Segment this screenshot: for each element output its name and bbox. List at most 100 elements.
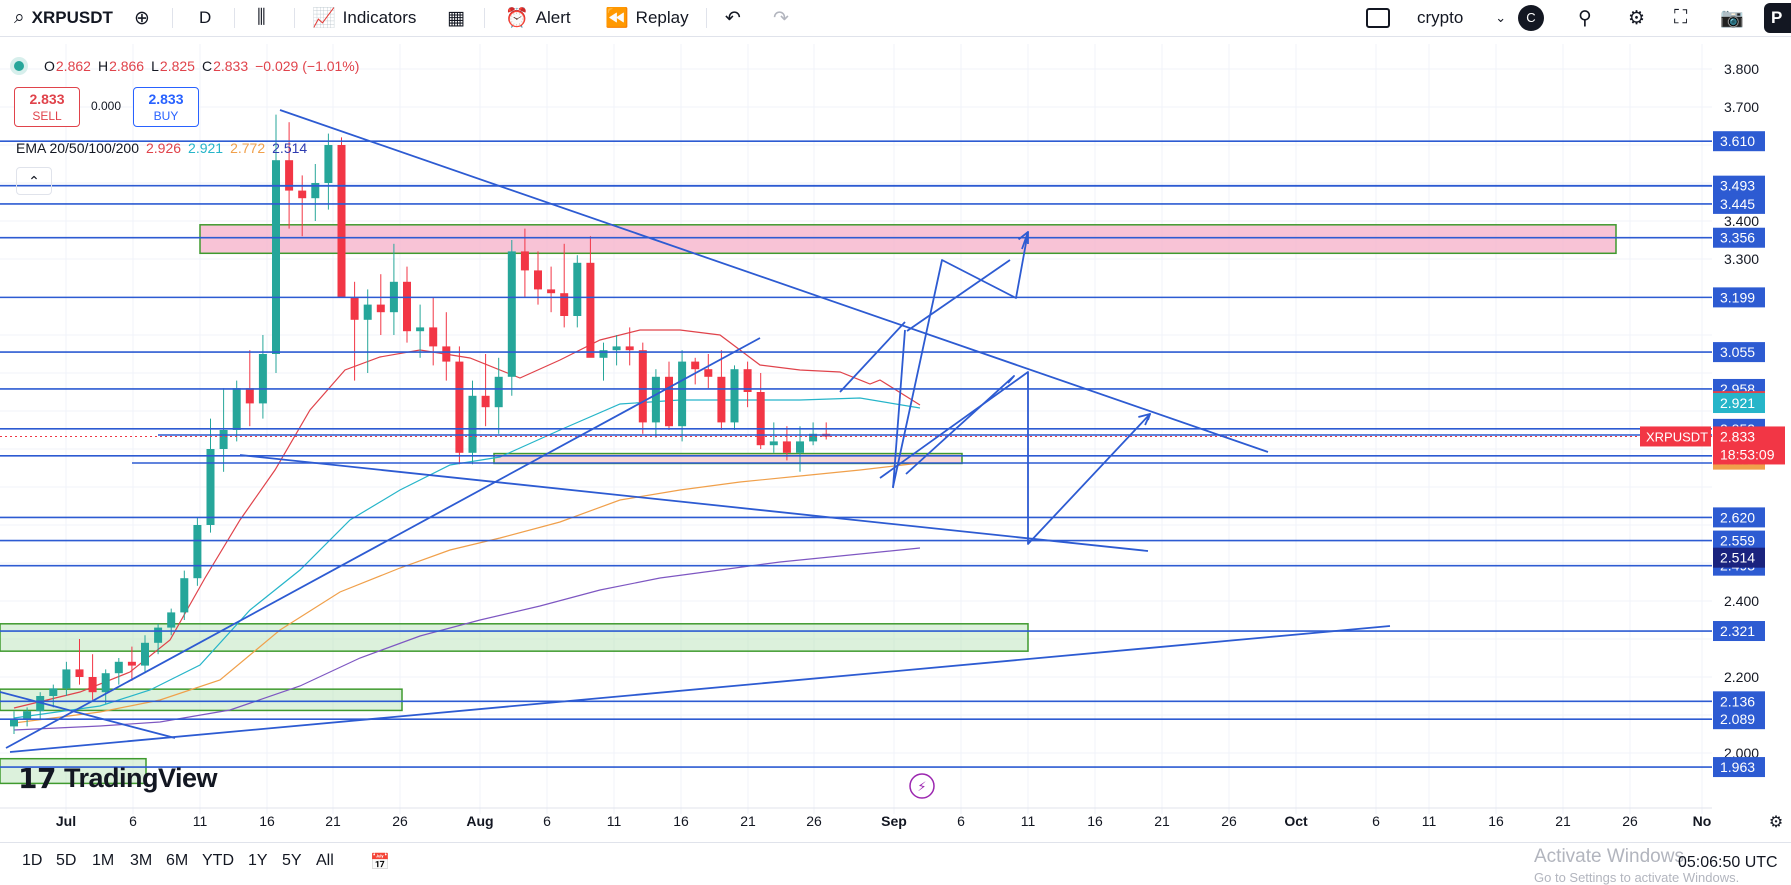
lightning-icon: ⚡ bbox=[917, 779, 926, 794]
range-button-all[interactable]: All bbox=[316, 852, 334, 869]
square-icon bbox=[1366, 8, 1390, 28]
indicators-button[interactable]: 📈 Indicators bbox=[312, 0, 416, 36]
candle-body bbox=[468, 395, 477, 453]
trendline-short bbox=[0, 691, 176, 739]
replay-button[interactable]: ⏪ Replay bbox=[605, 0, 689, 36]
compare-button[interactable]: ⊕ bbox=[134, 0, 157, 36]
price-tag-label: 2.833 bbox=[1720, 428, 1755, 444]
candle-body bbox=[560, 293, 569, 316]
level-tag-label: 2.136 bbox=[1720, 693, 1755, 709]
publish-button[interactable]: P bbox=[1764, 0, 1791, 36]
alert-button[interactable]: ⏰ Alert bbox=[505, 0, 571, 36]
candle-body bbox=[324, 145, 333, 183]
price-tick-label: 3.700 bbox=[1724, 99, 1759, 115]
price-tick-label: 3.300 bbox=[1724, 251, 1759, 267]
collapse-legend-button[interactable]: ⌃ bbox=[16, 167, 52, 195]
range-button-5y[interactable]: 5Y bbox=[282, 852, 302, 869]
candle-body bbox=[507, 251, 516, 377]
layout-select[interactable]: crypto ⌄ bbox=[1417, 0, 1506, 36]
range-button-1d[interactable]: 1D bbox=[22, 852, 43, 869]
level-tag-label: 2.089 bbox=[1720, 711, 1755, 727]
symbol-search[interactable]: ⌕ XRPUSDT bbox=[14, 0, 113, 36]
templates-button[interactable]: ▦ bbox=[447, 0, 472, 36]
price-axis[interactable]: 3.800 3.700 3.400 3.300 2.400 2.200 2.000 3.610… bbox=[1640, 44, 1791, 814]
top-toolbar: ⌕ XRPUSDT ⊕ D ⫼ 📈 Indicators ▦ ⏰ Alert ⏪… bbox=[0, 0, 1791, 37]
camera-icon: 📷 bbox=[1720, 8, 1744, 29]
time-tick-label: 6 bbox=[957, 813, 965, 829]
level-tag-bg bbox=[1713, 342, 1765, 363]
ema200-line bbox=[13, 547, 921, 731]
chart-canvas[interactable]: 3.800 3.700 3.400 3.300 2.400 2.200 2.000 3.610… bbox=[0, 44, 1791, 834]
time-tick-label: Aug bbox=[466, 813, 493, 829]
avatar[interactable]: C bbox=[1518, 0, 1544, 36]
fullscreen-button[interactable]: ⛶ bbox=[1674, 0, 1694, 36]
candle-body bbox=[350, 297, 359, 320]
chevron-up-icon: ⌃ bbox=[28, 173, 40, 189]
event-marker bbox=[909, 773, 935, 799]
candle-body bbox=[337, 145, 346, 297]
candle-body bbox=[442, 346, 451, 362]
candle-body bbox=[534, 270, 542, 290]
time-tick-label: 11 bbox=[607, 813, 622, 829]
level-tag-bg bbox=[1713, 175, 1765, 196]
time-tick-label: 16 bbox=[673, 813, 689, 829]
time-tick-label: 11 bbox=[1422, 813, 1437, 829]
ohlc-legend: O 2.862 H 2.866 L 2.825 C 2.833 −0.029 (… bbox=[14, 58, 366, 74]
quick-search-button[interactable]: ⚲ bbox=[1578, 0, 1599, 36]
settings-button[interactable]: ⚙ bbox=[1628, 0, 1652, 36]
candle-body bbox=[193, 525, 202, 579]
buy-button[interactable]: 2.833 BUY bbox=[133, 87, 199, 127]
snapshot-button[interactable]: 📷 bbox=[1720, 0, 1751, 36]
ema50-value: 2.921 bbox=[188, 140, 224, 156]
level-tag-bg bbox=[1713, 227, 1765, 248]
range-button-6m[interactable]: 6M bbox=[166, 852, 189, 869]
candle-body bbox=[782, 441, 791, 453]
level-tag-bg bbox=[1713, 757, 1765, 778]
date-range-button[interactable]: 📅 bbox=[370, 852, 390, 872]
candle-body bbox=[730, 369, 739, 423]
time-tick-label: Sep bbox=[881, 813, 907, 829]
replay-label: Replay bbox=[635, 8, 689, 27]
ema-label: EMA 20/50/100/200 bbox=[16, 140, 139, 156]
avatar-initial: C bbox=[1518, 5, 1544, 31]
redo-button[interactable]: ↷ bbox=[773, 0, 796, 36]
time-axis[interactable]: Jul 6 11 16 21 26 Aug 6 11 16 21 26 Sep 6 11 16 21 26 Oct 6… bbox=[0, 773, 1783, 831]
spread-value: 0.000 bbox=[91, 99, 122, 113]
range-button-3m[interactable]: 3M bbox=[130, 852, 153, 869]
candle-body bbox=[665, 376, 673, 427]
candle-body bbox=[704, 369, 713, 377]
sell-label: SELL bbox=[32, 109, 62, 123]
arrowhead bbox=[1138, 413, 1151, 426]
candle-body bbox=[127, 661, 136, 666]
candle-body bbox=[376, 304, 385, 313]
clock-utc[interactable]: 05:06:50 UTC bbox=[1678, 854, 1778, 871]
sell-button[interactable]: 2.833 SELL bbox=[14, 87, 80, 127]
range-button-5d[interactable]: 5D bbox=[56, 852, 77, 869]
arrowhead bbox=[1018, 231, 1029, 245]
magic-search-icon: ⚲ bbox=[1578, 7, 1592, 29]
candle-body bbox=[23, 711, 32, 719]
candle-body bbox=[599, 350, 608, 358]
layout-toggle[interactable] bbox=[1366, 0, 1390, 36]
tradingview-logo[interactable]: 𝟭𝟳 TradingView bbox=[18, 762, 218, 795]
range-button-1m[interactable]: 1M bbox=[92, 852, 115, 869]
chart-pane[interactable]: 3.800 3.700 3.400 3.300 2.400 2.200 2.000 3.610… bbox=[0, 44, 1791, 834]
range-button-ytd[interactable]: YTD bbox=[202, 852, 234, 869]
undo-button[interactable]: ↶ bbox=[725, 0, 748, 36]
chart-type-button[interactable]: ⫼ bbox=[257, 0, 273, 36]
ema20-line bbox=[13, 329, 921, 709]
range-button-1y[interactable]: 1Y bbox=[248, 852, 268, 869]
candle-body bbox=[651, 376, 660, 423]
candle-body bbox=[62, 669, 71, 689]
candle-body bbox=[180, 578, 189, 613]
ema-legend[interactable]: EMA 20/50/100/200 2.926 2.921 2.772 2.51… bbox=[16, 140, 314, 156]
ema-tag-label: 2.514 bbox=[1720, 550, 1755, 566]
level-tag-label: 2.559 bbox=[1720, 533, 1755, 549]
time-tick-label: 26 bbox=[806, 813, 822, 829]
time-tick-label: 16 bbox=[1488, 813, 1504, 829]
activation-watermark-sub: Go to Settings to activate Windows. bbox=[1534, 870, 1740, 885]
level-tag-label: 3.199 bbox=[1720, 289, 1755, 305]
close-label: C bbox=[201, 58, 213, 74]
level-tag-bg bbox=[1713, 287, 1765, 308]
interval-button[interactable]: D bbox=[199, 0, 211, 36]
